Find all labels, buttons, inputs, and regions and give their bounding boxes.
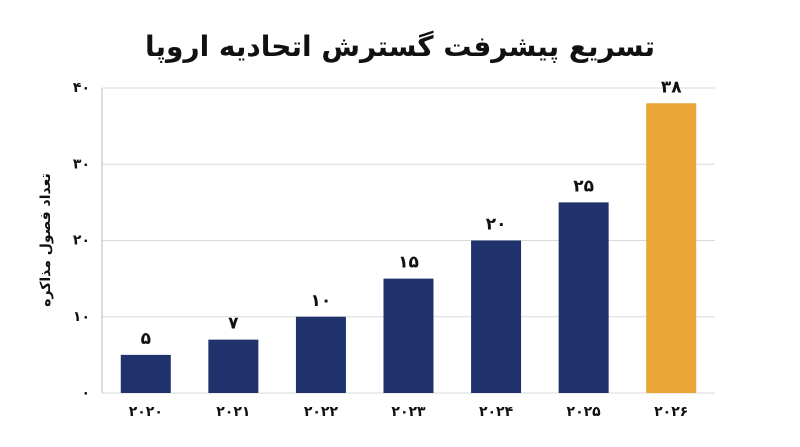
x-tick-label: ۲۰۲۵	[567, 404, 602, 420]
bar	[383, 278, 434, 393]
bar	[646, 103, 697, 393]
bar	[208, 339, 259, 393]
y-tick-label: ۳۰	[73, 156, 90, 172]
x-tick-label: ۲۰۲۱	[216, 404, 250, 420]
value-label: ۱۵	[398, 253, 419, 273]
y-tick-label: ۰	[81, 385, 90, 401]
value-label: ۳۸	[661, 77, 682, 97]
bar	[558, 202, 609, 393]
value-label: ۷	[228, 314, 239, 334]
bar	[471, 240, 522, 393]
y-tick-label: ۴۰	[73, 80, 90, 96]
x-tick-label: ۲۰۲۲	[304, 404, 339, 420]
x-tick-label: ۲۰۲۴	[479, 404, 514, 420]
value-label: ۵	[141, 329, 151, 349]
x-tick-label: ۲۰۲۰	[129, 404, 163, 420]
y-tick-label: ۱۰	[73, 309, 90, 325]
value-label: ۱۰	[311, 291, 332, 311]
chart-title: تسریع پیشرفت گسترش اتحادیه اروپا	[145, 30, 655, 63]
y-axis-label: تعداد فصول مذاکره	[38, 173, 54, 307]
value-label: ۲۵	[573, 176, 594, 196]
bar	[120, 354, 171, 393]
x-tick-label: ۲۰۲۳	[391, 404, 426, 420]
bar	[295, 316, 346, 393]
y-tick-label: ۲۰	[73, 233, 90, 249]
value-label: ۲۰	[486, 215, 507, 235]
x-tick-label: ۲۰۲۶	[654, 404, 688, 420]
